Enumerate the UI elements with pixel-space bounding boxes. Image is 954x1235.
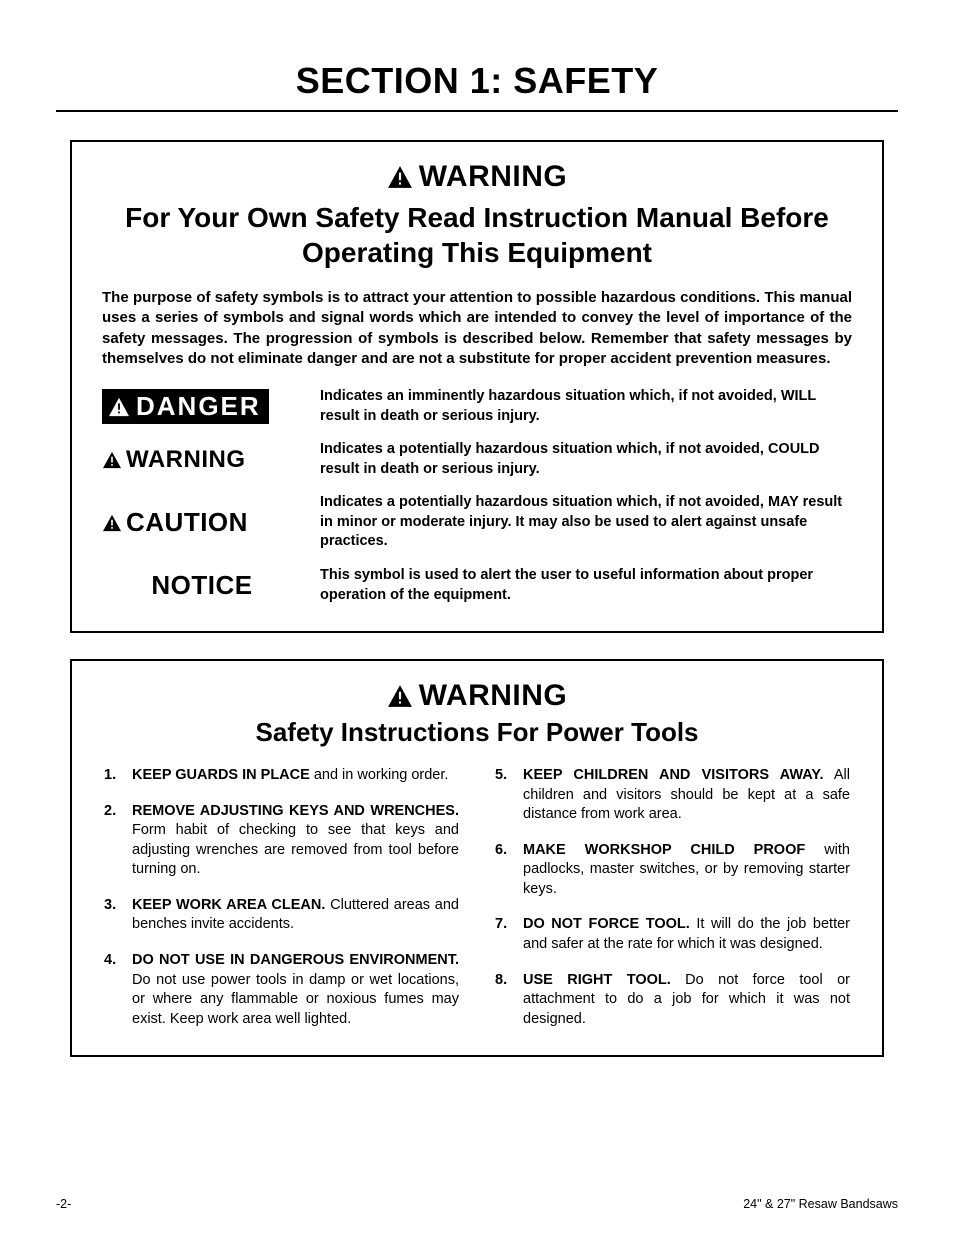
rule-number: 8. xyxy=(495,971,513,1030)
danger-badge: DANGER xyxy=(102,389,269,424)
danger-text: DANGER xyxy=(136,391,261,422)
footer-product: 24" & 27" Resaw Bandsaws xyxy=(743,1197,898,1211)
rule-list: 5.KEEP CHILDREN AND VISITORS AWAY. All c… xyxy=(495,766,850,1029)
caution-text: CAUTION xyxy=(126,507,248,538)
rule-item: 4.DO NOT USE IN DANGEROUS ENVIRONMENT. D… xyxy=(104,951,459,1029)
definition-text: Indicates a potentially hazardous situat… xyxy=(320,440,852,479)
warning-label: WARNING xyxy=(419,160,568,194)
alert-triangle-icon xyxy=(387,684,413,708)
rule-number: 5. xyxy=(495,766,513,825)
rule-body: USE RIGHT TOOL. Do not force tool or att… xyxy=(523,971,850,1030)
definition-label: CAUTION xyxy=(102,507,302,538)
definition-row: CAUTION Indicates a potentially hazardou… xyxy=(102,493,852,552)
rule-lead: KEEP GUARDS IN PLACE xyxy=(132,767,310,783)
definition-row: NOTICE This symbol is used to alert the … xyxy=(102,566,852,605)
definitions: DANGER Indicates an imminently hazardous… xyxy=(102,387,852,605)
warning-header: WARNING xyxy=(98,679,856,713)
definition-row: WARNING Indicates a potentially hazardou… xyxy=(102,440,852,479)
rules-two-col: 1. KEEP GUARDS IN PLACE and in working or… xyxy=(98,766,856,1045)
rule-item: 3. KEEP WORK AREA CLEAN. Cluttered areas … xyxy=(104,896,459,935)
warning-header: WARNING xyxy=(98,160,856,194)
rules-col-right: 5.KEEP CHILDREN AND VISITORS AWAY. All c… xyxy=(495,766,850,1045)
definition-label: DANGER xyxy=(102,389,302,424)
alert-triangle-icon xyxy=(108,397,130,417)
rule-body: KEEP CHILDREN AND VISITORS AWAY. All chi… xyxy=(523,766,850,825)
rule-lead: DO NOT USE IN DANGEROUS ENVIRONMENT. xyxy=(132,952,459,968)
rule-item: 5.KEEP CHILDREN AND VISITORS AWAY. All c… xyxy=(495,766,850,825)
box2-subtitle: Safety Instructions For Power Tools xyxy=(98,717,856,748)
warning-label: WARNING xyxy=(419,679,568,713)
page-number: -2- xyxy=(56,1197,71,1211)
alert-triangle-icon xyxy=(387,165,413,189)
warning-text: WARNING xyxy=(126,446,246,474)
rule-lead: KEEP CHILDREN AND VISITORS AWAY. xyxy=(523,767,823,783)
rule-lead: KEEP WORK AREA CLEAN. xyxy=(132,897,325,913)
definition-label: WARNING xyxy=(102,446,302,474)
caution-label-inline: CAUTION xyxy=(102,507,248,538)
rule-body: REMOVE ADJUSTING KEYS AND WRENCHES. Form… xyxy=(132,802,459,880)
box1-intro: The purpose of safety symbols is to attr… xyxy=(102,288,852,369)
rule-body: KEEP WORK AREA CLEAN. Cluttered areas an… xyxy=(132,896,459,935)
rule-lead: REMOVE ADJUSTING KEYS AND WRENCHES. xyxy=(132,803,459,819)
alert-triangle-icon xyxy=(102,451,122,469)
rule-lead: DO NOT FORCE TOOL. xyxy=(523,916,690,932)
rule-list: 1. KEEP GUARDS IN PLACE and in working or… xyxy=(104,766,459,1029)
definition-text: Indicates a potentially hazardous situat… xyxy=(320,493,852,552)
rule-lead: MAKE WORKSHOP CHILD PROOF xyxy=(523,842,805,858)
rule-body: KEEP GUARDS IN PLACE and in working orde… xyxy=(132,766,459,786)
box1-subtitle: For Your Own Safety Read Instruction Man… xyxy=(98,200,856,270)
definition-text: This symbol is used to alert the user to… xyxy=(320,566,852,605)
notice-label-inline: NOTICE xyxy=(151,570,252,601)
rule-item: 6.MAKE WORKSHOP CHILD PROOF with padlock… xyxy=(495,841,850,900)
rules-col-left: 1. KEEP GUARDS IN PLACE and in working or… xyxy=(104,766,459,1045)
title-rule xyxy=(56,110,898,112)
rule-item: 2.REMOVE ADJUSTING KEYS AND WRENCHES. Fo… xyxy=(104,802,459,880)
definition-label: NOTICE xyxy=(102,570,302,601)
definition-row: DANGER Indicates an imminently hazardous… xyxy=(102,387,852,426)
rule-number: 1. xyxy=(104,766,122,786)
rule-item: 7. DO NOT FORCE TOOL. It will do the job … xyxy=(495,915,850,954)
rule-number: 2. xyxy=(104,802,122,880)
warning-label-inline: WARNING xyxy=(102,446,246,474)
alert-triangle-icon xyxy=(102,514,122,532)
rule-lead: USE RIGHT TOOL. xyxy=(523,972,671,988)
rule-number: 7. xyxy=(495,915,513,954)
rule-body: DO NOT FORCE TOOL. It will do the job be… xyxy=(523,915,850,954)
rule-number: 3. xyxy=(104,896,122,935)
definition-text: Indicates an imminently hazardous situat… xyxy=(320,387,852,426)
safety-instructions-box: WARNING Safety Instructions For Power To… xyxy=(70,659,884,1057)
page-footer: -2- 24" & 27" Resaw Bandsaws xyxy=(56,1197,898,1211)
rule-body: MAKE WORKSHOP CHILD PROOF with padlocks,… xyxy=(523,841,850,900)
rule-number: 4. xyxy=(104,951,122,1029)
rule-body: DO NOT USE IN DANGEROUS ENVIRONMENT. Do … xyxy=(132,951,459,1029)
rule-number: 6. xyxy=(495,841,513,900)
rule-item: 1. KEEP GUARDS IN PLACE and in working or… xyxy=(104,766,459,786)
safety-symbols-box: WARNING For Your Own Safety Read Instruc… xyxy=(70,140,884,633)
page: SECTION 1: SAFETY WARNING For Your Own S… xyxy=(0,0,954,1235)
rule-item: 8.USE RIGHT TOOL. Do not force tool or a… xyxy=(495,971,850,1030)
section-title: SECTION 1: SAFETY xyxy=(56,60,898,102)
